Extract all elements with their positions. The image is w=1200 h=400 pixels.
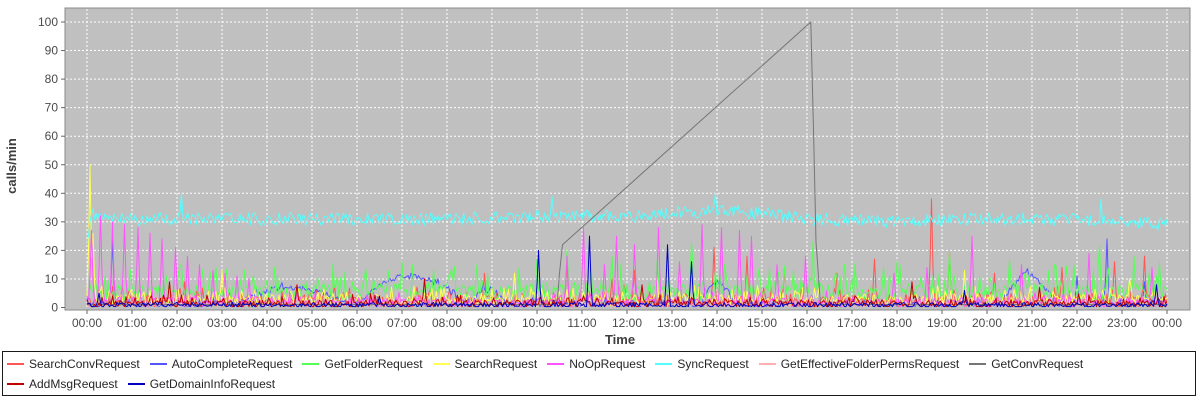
series-line-GetFolderRequest: [86, 241, 1168, 301]
x-tick-label: 22:00: [1062, 316, 1092, 330]
x-tick-label: 15:00: [747, 316, 777, 330]
y-tick-label: 80: [45, 72, 59, 86]
legend-item-GetFolderRequest: GetFolderRequest: [302, 354, 423, 374]
x-tick-label: 05:00: [297, 316, 327, 330]
series-line-GetDomainInfoRequest: [86, 235, 1168, 308]
legend-item-AutoCompleteRequest: AutoCompleteRequest: [149, 354, 293, 374]
legend-label: SyncRequest: [677, 357, 749, 371]
y-tick-label: 20: [45, 243, 59, 257]
y-tick-label: 10: [45, 272, 59, 286]
legend-label: GetEffectiveFolderPermsRequest: [780, 357, 960, 371]
legend-item-GetEffectiveFolderPermsRequest: GetEffectiveFolderPermsRequest: [758, 354, 960, 374]
series-lines: [86, 21, 1168, 308]
x-tick-label: 20:00: [972, 316, 1002, 330]
x-tick-label: 03:00: [207, 316, 237, 330]
x-tick-label: 07:00: [387, 316, 417, 330]
y-tick-label: 60: [45, 129, 59, 143]
x-tick-label: 09:00: [477, 316, 507, 330]
gridlines: [66, 9, 1189, 309]
x-tick-label: 00:00: [72, 316, 102, 330]
y-tick-label: 0: [51, 301, 58, 315]
x-tick-label: 21:00: [1017, 316, 1047, 330]
legend-item-AddMsgRequest: AddMsgRequest: [7, 374, 118, 394]
legend-swatch-AutoCompleteRequest: [149, 363, 167, 365]
x-tick-label: 02:00: [162, 316, 192, 330]
axis-ticks: [61, 21, 1168, 314]
x-tick-label: 12:00: [612, 316, 642, 330]
y-tick-label: 40: [45, 186, 59, 200]
timeseries-plot: 0 10 20 30 40 50 60 70 80 90 100 00:00 01:00 02:00 03:…: [4, 7, 1191, 347]
legend-label: SearchConvRequest: [29, 357, 140, 371]
legend-swatch-SyncRequest: [655, 363, 673, 365]
x-tick-label: 06:00: [342, 316, 372, 330]
x-tick-label: 14:00: [702, 316, 732, 330]
legend-item-GetConvRequest: GetConvRequest: [969, 354, 1083, 374]
x-tick-label: 18:00: [882, 316, 912, 330]
x-tick-label: 13:00: [657, 316, 687, 330]
x-tick-label: 04:00: [252, 316, 282, 330]
y-tick-label: 100: [38, 15, 58, 29]
x-tick-label: 16:00: [792, 316, 822, 330]
legend-swatch-GetConvRequest: [969, 363, 987, 365]
legend-item-SyncRequest: SyncRequest: [655, 354, 749, 374]
legend-swatch-GetDomainInfoRequest: [127, 383, 145, 385]
x-tick-label: 17:00: [837, 316, 867, 330]
y-tick-label: 30: [45, 215, 59, 229]
legend-swatch-GetEffectiveFolderPermsRequest: [758, 363, 776, 365]
legend-item-GetDomainInfoRequest: GetDomainInfoRequest: [127, 374, 276, 394]
tick-labels: 0 10 20 30 40 50 60 70 80 90 100 00:00 01:00 02:00 03:…: [38, 15, 1182, 330]
x-axis-title: Time: [605, 332, 635, 347]
x-tick-label: 11:00: [567, 316, 596, 330]
x-tick-label: 01:00: [117, 316, 147, 330]
legend-label: GetDomainInfoRequest: [149, 377, 276, 391]
legend-label: GetFolderRequest: [324, 357, 423, 371]
legend-label: AddMsgRequest: [29, 377, 118, 391]
legend-swatch-AddMsgRequest: [7, 383, 24, 385]
legend-item-SearchConvRequest: SearchConvRequest: [7, 354, 140, 374]
y-axis-title: calls/min: [4, 138, 19, 194]
x-tick-label: 00:00: [1152, 316, 1182, 330]
legend-label: NoOpRequest: [569, 357, 646, 371]
x-tick-label: 10:00: [522, 316, 552, 330]
legend-swatch-GetFolderRequest: [302, 363, 320, 365]
x-tick-label: 19:00: [927, 316, 957, 330]
legend-swatch-NoOpRequest: [547, 363, 565, 365]
x-tick-label: 08:00: [432, 316, 462, 330]
legend-label: SearchRequest: [454, 357, 538, 371]
legend-label: AutoCompleteRequest: [171, 357, 293, 371]
y-tick-label: 70: [45, 101, 59, 115]
legend-swatch-SearchRequest: [432, 363, 450, 365]
plot-area: 0 10 20 30 40 50 60 70 80 90 100 00:00 01:00 02:00 03:…: [38, 7, 1191, 330]
y-tick-label: 90: [45, 44, 59, 58]
legend-label: GetConvRequest: [991, 357, 1084, 371]
series-line-SyncRequest: [86, 192, 1168, 243]
legend-swatch-SearchConvRequest: [7, 363, 24, 365]
legend-item-NoOpRequest: NoOpRequest: [547, 354, 645, 374]
legend: SearchConvRequest AutoCompleteRequest GetF…: [2, 351, 1196, 396]
y-tick-label: 50: [45, 158, 59, 172]
x-tick-label: 23:00: [1107, 316, 1137, 330]
legend-item-SearchRequest: SearchRequest: [432, 354, 538, 374]
